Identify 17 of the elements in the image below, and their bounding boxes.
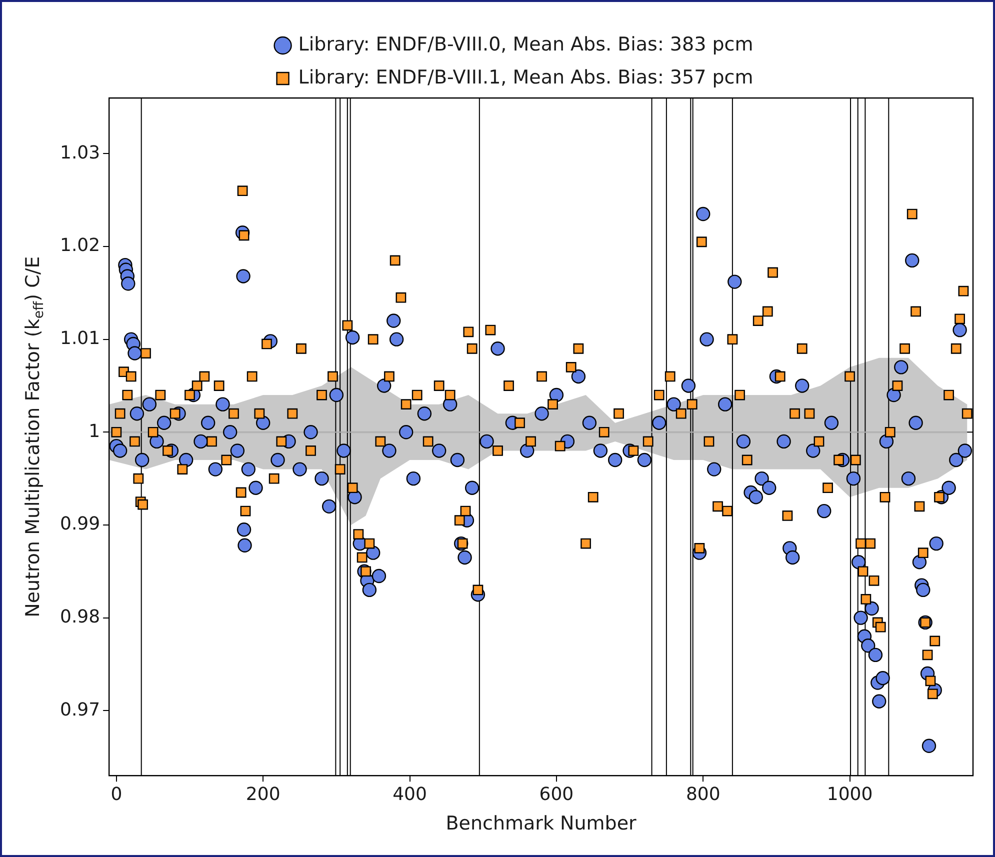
y-tick-label: 1.01 — [60, 328, 100, 350]
x-tick-label: 0 — [110, 784, 122, 806]
y-tick-label: 0.98 — [60, 606, 100, 628]
x-tick-label: 800 — [686, 784, 720, 806]
y-axis-title: Neutron Multiplication Factor (keff) C/E — [22, 256, 48, 618]
y-tick-label: 0.99 — [60, 514, 100, 535]
x-axis-title: Benchmark Number — [446, 812, 637, 835]
legend-label: Library: ENDF/B-VIII.0, Mean Abs. Bias: 383 pcm — [298, 33, 754, 56]
x-tick-label: 400 — [392, 784, 427, 806]
x-tick-label: 200 — [246, 784, 280, 806]
x-tick-label: 600 — [539, 784, 574, 806]
y-tick-label: 1.03 — [60, 142, 100, 164]
legend-label: Library: ENDF/B-VIII.1, Mean Abs. Bias: 357 pcm — [298, 66, 754, 88]
y-tick-label: 1.02 — [60, 235, 100, 256]
y-tick-label: 0.97 — [60, 699, 100, 720]
y-tick-label: 1 — [88, 420, 100, 442]
x-tick-label: 1000 — [826, 784, 873, 806]
